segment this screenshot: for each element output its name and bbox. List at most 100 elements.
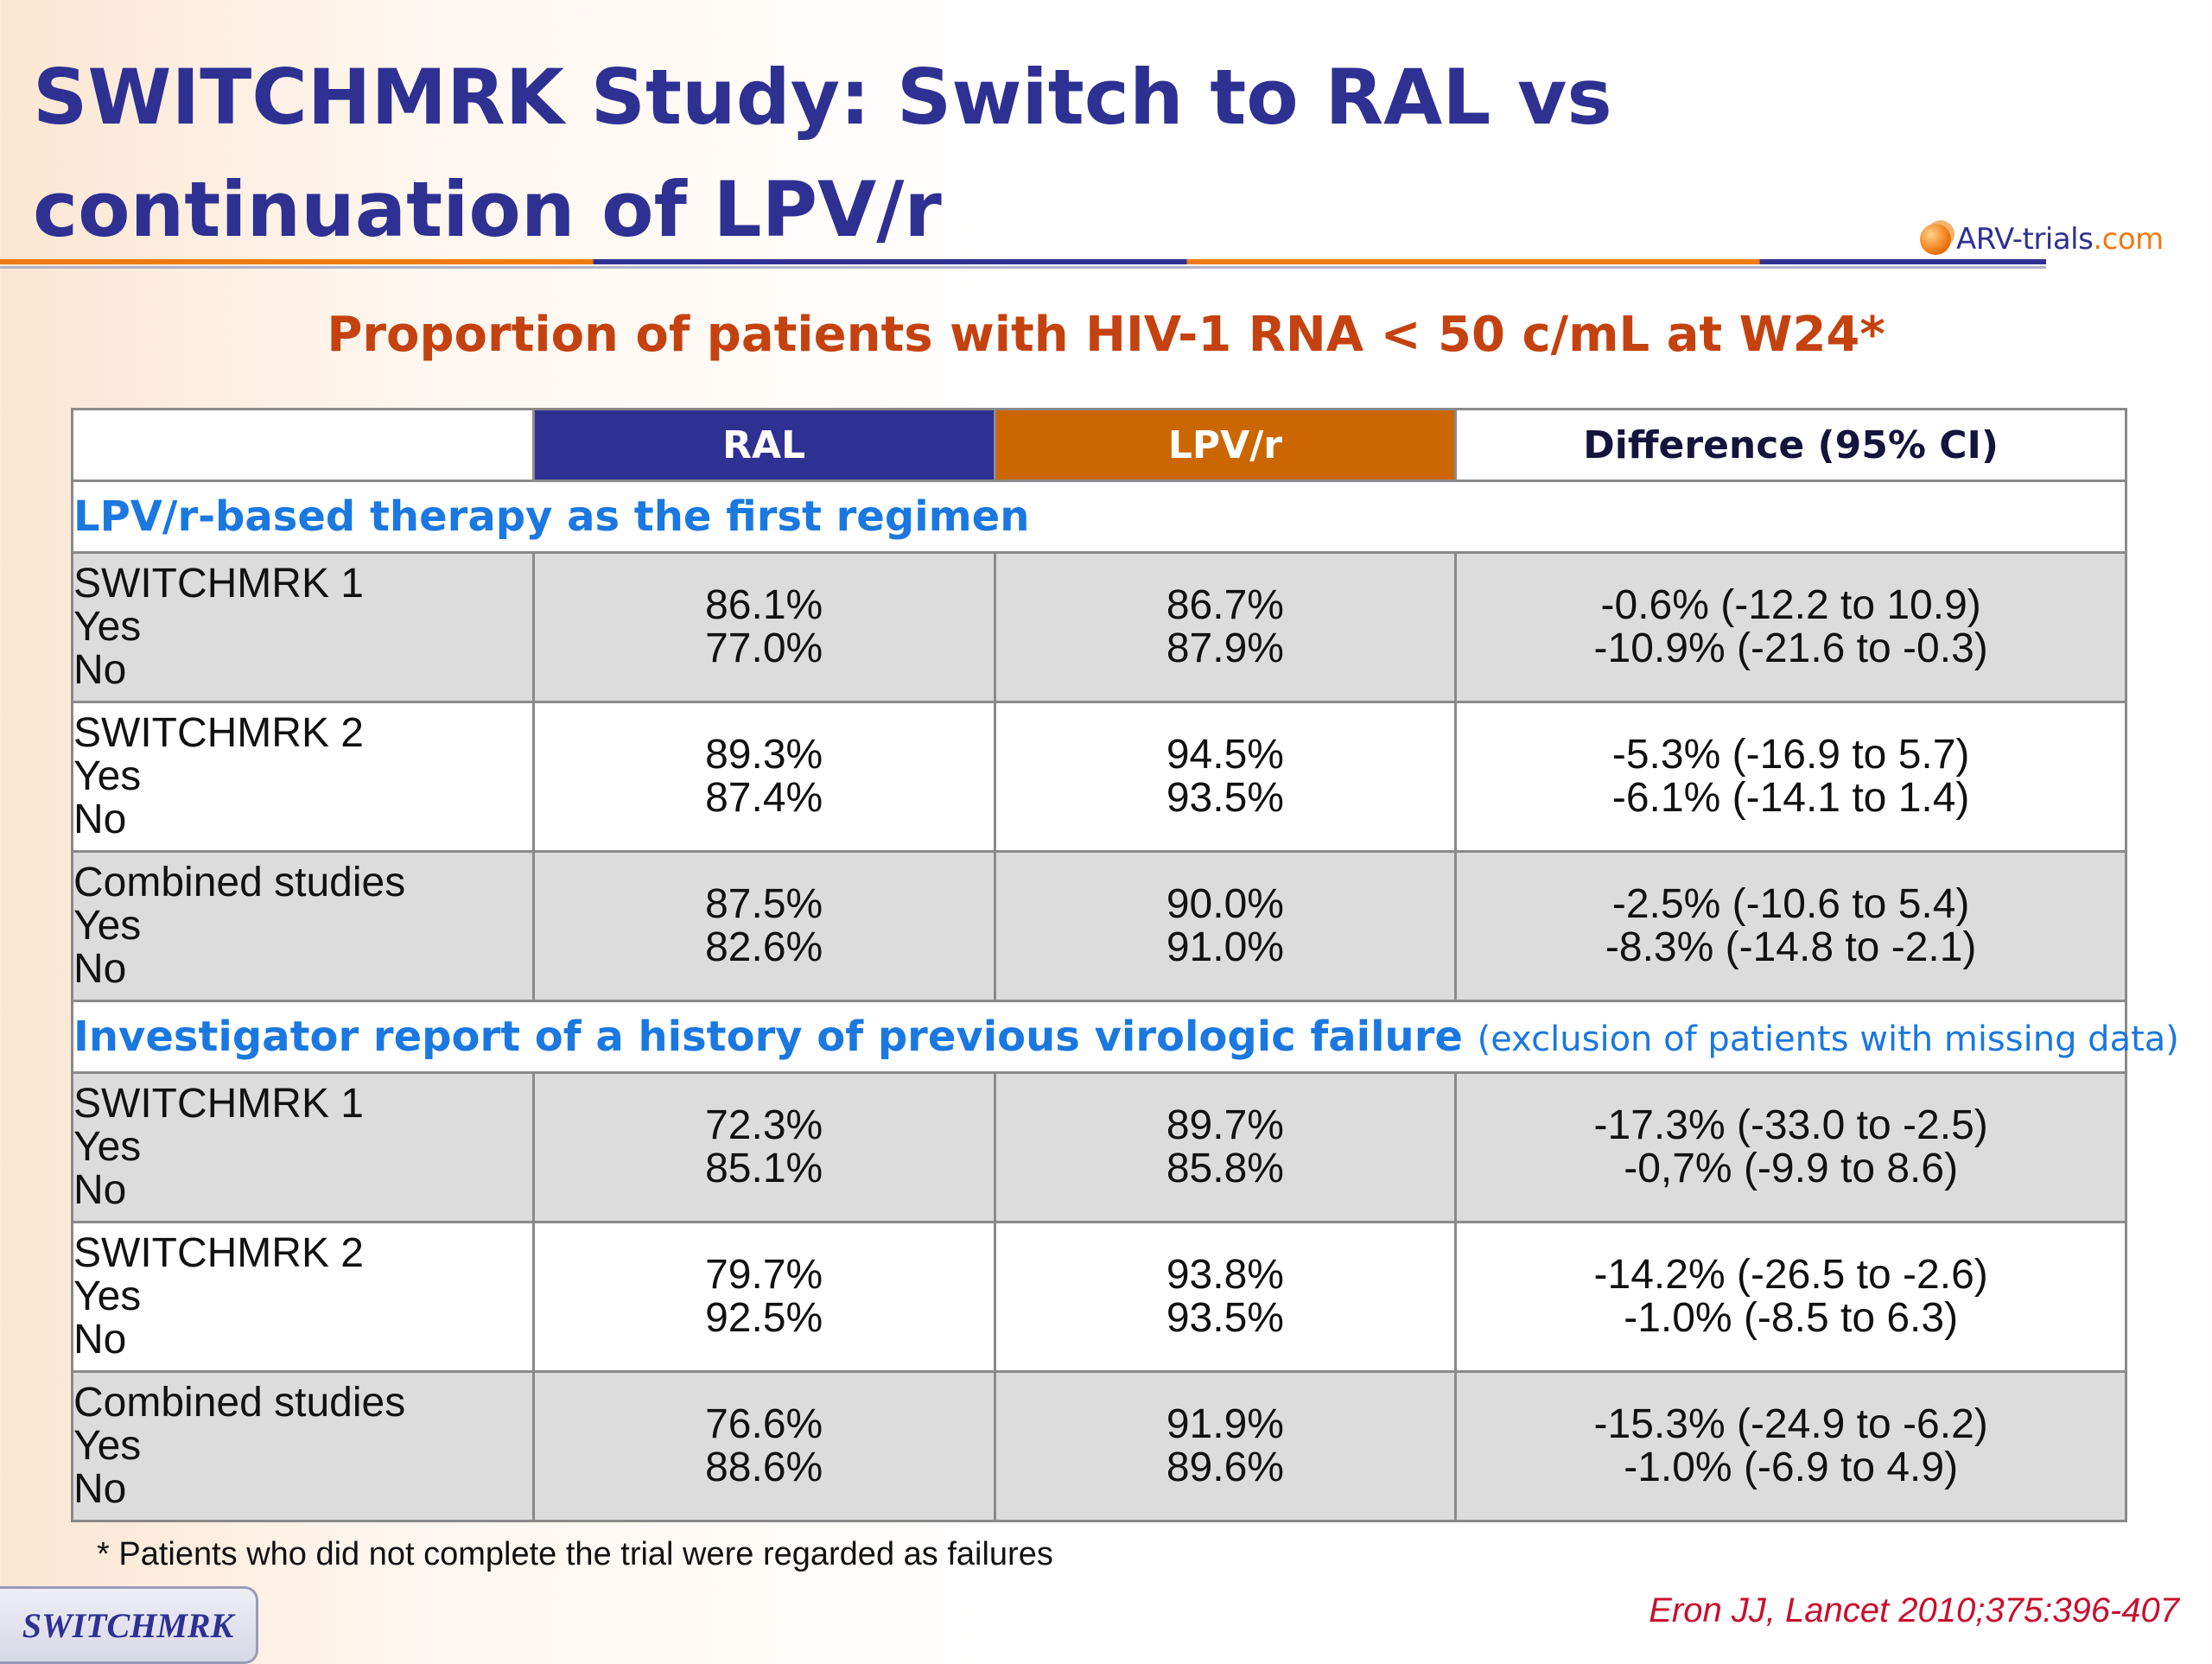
ral-cell: 72.3% 85.1% — [531, 1071, 996, 1223]
diff-no-value: -10.9% (-21.6 to -0.3) — [1593, 626, 1988, 671]
ral-no-value: 87.4% — [705, 775, 823, 821]
difference-cell: -17.3% (-33.0 to -2.5) -0,7% (-9.9 to 8.… — [1454, 1071, 2127, 1223]
diff-no-value: -6.1% (-14.1 to 1.4) — [1611, 775, 1970, 821]
table-row: SWITCHMRK 1 Yes No 86.1% 77.0% 86.7% 87.… — [71, 551, 2127, 703]
lpv-cell: 94.5% 93.5% — [993, 701, 1458, 853]
logo-text: ARV-trials.com — [1956, 222, 2164, 257]
lpv-yes-value: 89.7% — [1166, 1102, 1284, 1148]
table-row: Combined studies Yes No 76.6% 88.6% 91.9… — [71, 1370, 2127, 1522]
table-subtitle: Proportion of patients with HIV-1 RNA < … — [327, 307, 1885, 363]
lpv-cell: 86.7% 87.9% — [993, 551, 1458, 703]
ral-cell: 89.3% 87.4% — [531, 701, 996, 853]
yes-label: Yes — [73, 1124, 142, 1170]
diff-yes-value: -17.3% (-33.0 to -2.5) — [1593, 1102, 1988, 1148]
section-row: Investigator report of a history of prev… — [71, 1000, 2179, 1074]
header-lpv-r: LPV/r — [993, 408, 1458, 482]
group-label-cell: Combined studies Yes No — [71, 850, 535, 1002]
no-label: No — [73, 946, 127, 992]
yes-label: Yes — [73, 604, 142, 650]
difference-cell: -0.6% (-12.2 to 10.9) -10.9% (-21.6 to -… — [1454, 551, 2127, 703]
no-label: No — [73, 797, 127, 842]
lpv-yes-value: 93.8% — [1166, 1252, 1284, 1298]
lpv-no-value: 87.9% — [1166, 626, 1284, 671]
lpv-yes-value: 90.0% — [1166, 881, 1284, 927]
group-label-cell: SWITCHMRK 1 Yes No — [71, 551, 535, 703]
difference-cell: -5.3% (-16.9 to 5.7) -6.1% (-14.1 to 1.4… — [1454, 701, 2127, 853]
results-table: RAL LPV/r Difference (95% CI) LPV/r-base… — [71, 408, 2179, 1522]
ral-no-value: 88.6% — [705, 1445, 823, 1490]
ral-no-value: 85.1% — [705, 1146, 823, 1191]
header-difference: Difference (95% CI) — [1454, 408, 2127, 482]
yes-label: Yes — [73, 1423, 142, 1469]
ral-yes-value: 86.1% — [705, 582, 823, 628]
no-label: No — [73, 1317, 127, 1362]
group-label-cell: SWITCHMRK 1 Yes No — [71, 1071, 535, 1223]
diff-yes-value: -14.2% (-26.5 to -2.6) — [1593, 1252, 1988, 1298]
ral-yes-value: 72.3% — [705, 1102, 823, 1148]
lpv-no-value: 89.6% — [1166, 1445, 1284, 1490]
section-note: (exclusion of patients with missing data… — [1477, 1019, 2179, 1059]
citation: Eron JJ, Lancet 2010;375:396-407 — [1649, 1591, 2179, 1629]
group-name: SWITCHMRK 1 — [73, 561, 364, 607]
ral-no-value: 82.6% — [705, 924, 823, 970]
no-label: No — [73, 1466, 127, 1512]
table-row: SWITCHMRK 2 Yes No 79.7% 92.5% 93.8% 93.… — [71, 1221, 2127, 1373]
table-row: SWITCHMRK 1 Yes No 72.3% 85.1% 89.7% 85.… — [71, 1071, 2127, 1223]
lpv-cell: 90.0% 91.0% — [993, 850, 1458, 1002]
group-label-cell: Combined studies Yes No — [71, 1370, 535, 1522]
ral-cell: 86.1% 77.0% — [531, 551, 996, 703]
lpv-cell: 89.7% 85.8% — [993, 1071, 1458, 1223]
diff-yes-value: -5.3% (-16.9 to 5.7) — [1611, 732, 1970, 778]
diff-no-value: -1.0% (-8.5 to 6.3) — [1624, 1295, 1959, 1341]
header-row: RAL LPV/r Difference (95% CI) — [71, 408, 2127, 482]
ral-cell: 76.6% 88.6% — [531, 1370, 996, 1522]
logo-text-suffix: .com — [2093, 222, 2164, 257]
group-name: Combined studies — [73, 1380, 406, 1426]
ral-cell: 87.5% 82.6% — [531, 850, 996, 1002]
tab-label: SWITCHMRK — [22, 1605, 234, 1645]
ral-cell: 79.7% 92.5% — [531, 1221, 996, 1373]
group-name: Combined studies — [73, 860, 406, 905]
ral-no-value: 77.0% — [705, 626, 823, 671]
group-name: SWITCHMRK 2 — [73, 710, 364, 756]
diff-no-value: -8.3% (-14.8 to -2.1) — [1605, 924, 1977, 970]
section-title-first-regimen: LPV/r-based therapy as the first regimen — [71, 480, 2127, 554]
group-label-cell: SWITCHMRK 2 Yes No — [71, 701, 535, 853]
switchmrk-tab-button[interactable]: SWITCHMRK — [0, 1586, 258, 1664]
lpv-yes-value: 86.7% — [1166, 582, 1284, 628]
section-title-text: Investigator report of a history of prev… — [73, 1013, 1463, 1061]
section-row: LPV/r-based therapy as the first regimen — [71, 480, 2127, 554]
no-label: No — [73, 1167, 127, 1213]
lpv-yes-value: 94.5% — [1166, 732, 1284, 778]
ral-yes-value: 87.5% — [705, 881, 823, 927]
difference-cell: -2.5% (-10.6 to 5.4) -8.3% (-14.8 to -2.… — [1454, 850, 2127, 1002]
diff-yes-value: -2.5% (-10.6 to 5.4) — [1611, 881, 1970, 927]
lpv-no-value: 91.0% — [1166, 924, 1284, 970]
ral-no-value: 92.5% — [705, 1295, 823, 1341]
title-divider — [0, 259, 2046, 264]
page-title: SWITCHMRK Study: Switch to RAL vs contin… — [33, 53, 1612, 254]
diff-no-value: -1.0% (-6.9 to 4.9) — [1624, 1445, 1959, 1490]
yes-label: Yes — [73, 903, 142, 949]
diff-yes-value: -0.6% (-12.2 to 10.9) — [1600, 582, 1981, 628]
group-name: SWITCHMRK 2 — [73, 1230, 364, 1276]
table-row: Combined studies Yes No 87.5% 82.6% 90.0… — [71, 850, 2127, 1002]
pill-logo-icon — [1920, 224, 1951, 255]
lpv-no-value: 93.5% — [1166, 775, 1284, 821]
diff-no-value: -0,7% (-9.9 to 8.6) — [1624, 1146, 1959, 1191]
header-ral: RAL — [531, 408, 996, 482]
arv-trials-logo: ARV-trials.com — [1920, 218, 2164, 261]
yes-label: Yes — [73, 753, 142, 799]
yes-label: Yes — [73, 1273, 142, 1319]
group-name: SWITCHMRK 1 — [73, 1081, 364, 1127]
logo-text-main: ARV-trials — [1956, 222, 2094, 257]
title-divider-shadow — [0, 266, 2046, 269]
difference-cell: -15.3% (-24.9 to -6.2) -1.0% (-6.9 to 4.… — [1454, 1370, 2127, 1522]
header-blank-cell — [71, 408, 535, 482]
ral-yes-value: 79.7% — [705, 1252, 823, 1298]
diff-yes-value: -15.3% (-24.9 to -6.2) — [1593, 1401, 1988, 1447]
difference-cell: -14.2% (-26.5 to -2.6) -1.0% (-8.5 to 6.… — [1454, 1221, 2127, 1373]
lpv-no-value: 93.5% — [1166, 1295, 1284, 1341]
lpv-cell: 93.8% 93.5% — [993, 1221, 1458, 1373]
table-row: SWITCHMRK 2 Yes No 89.3% 87.4% 94.5% 93.… — [71, 701, 2127, 853]
